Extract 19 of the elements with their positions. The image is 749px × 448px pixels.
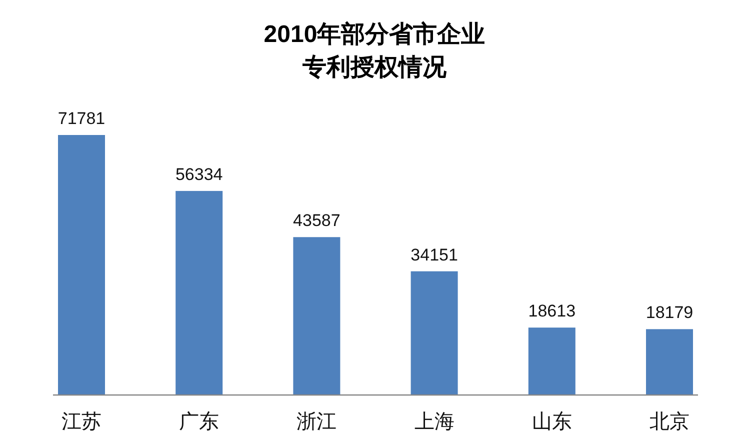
data-label: 34151: [410, 245, 458, 264]
x-tick-label: 江苏: [62, 411, 102, 433]
bar: [646, 329, 693, 395]
x-tick-label: 上海: [414, 411, 454, 433]
data-label: 18613: [528, 302, 576, 321]
bar: [410, 271, 458, 395]
chart-title: 2010年部分省市企业专利授权情况: [262, 20, 486, 83]
bar: [58, 135, 105, 395]
bar: [176, 190, 223, 395]
x-tick-label: 北京: [650, 411, 690, 433]
x-tick-label: 广东: [179, 411, 220, 433]
bar: [528, 328, 576, 395]
data-label: 71781: [58, 109, 106, 128]
data-label: 56334: [175, 164, 223, 184]
x-tick-label: 浙江: [296, 411, 337, 433]
data-label: 18179: [646, 303, 694, 322]
bar: [293, 237, 340, 395]
x-tick-label: 山东: [532, 411, 572, 433]
data-label: 43587: [293, 211, 340, 230]
